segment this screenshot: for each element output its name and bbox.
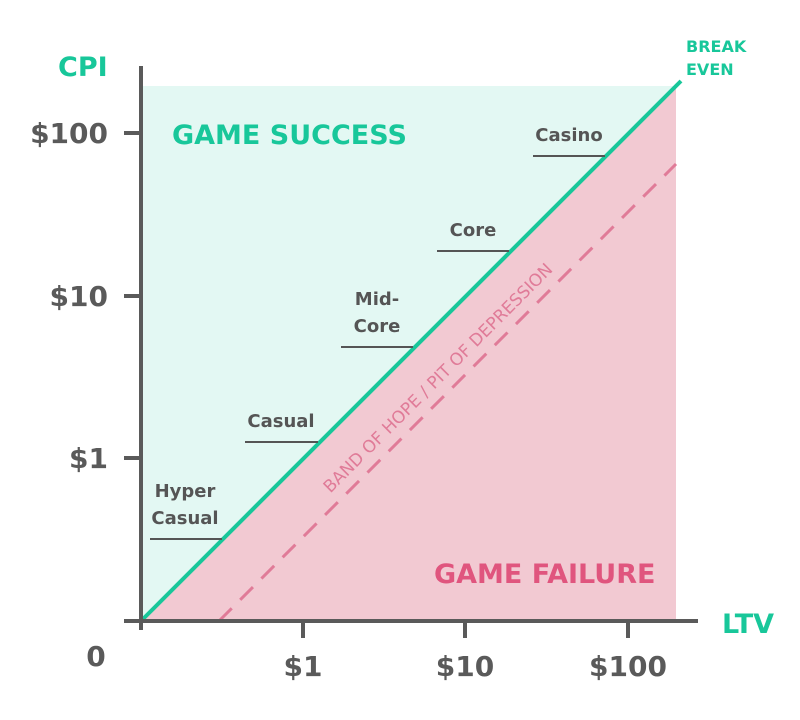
origin-label: 0: [86, 640, 105, 673]
x-axis-title: LTV: [722, 609, 774, 640]
break-even-line: [139, 79, 683, 623]
y-tick-label: $100: [30, 117, 108, 150]
y-axis-title: CPI: [58, 52, 108, 83]
segment-mid-core: Mid-: [355, 289, 399, 310]
segment-mid-core: Core: [354, 316, 401, 337]
segment-casual: Casual: [247, 411, 314, 432]
segment-casino: Casino: [535, 125, 602, 146]
x-tick-label: $100: [589, 650, 667, 683]
game-failure-label: GAME FAILURE: [434, 559, 655, 590]
segment-core: Core: [450, 220, 497, 241]
segment-hyper-casual: Casual: [151, 508, 218, 529]
x-tick-label: $10: [436, 650, 494, 683]
break-even-label: BREAK: [686, 37, 747, 56]
y-tick-label: $10: [50, 280, 108, 313]
segment-hyper-casual: Hyper: [155, 481, 216, 502]
y-tick-label: $1: [69, 442, 108, 475]
break-even-label: EVEN: [686, 60, 734, 79]
x-tick-label: $1: [284, 650, 323, 683]
band-of-hope-line: [217, 162, 678, 623]
game-success-label: GAME SUCCESS: [172, 120, 407, 151]
